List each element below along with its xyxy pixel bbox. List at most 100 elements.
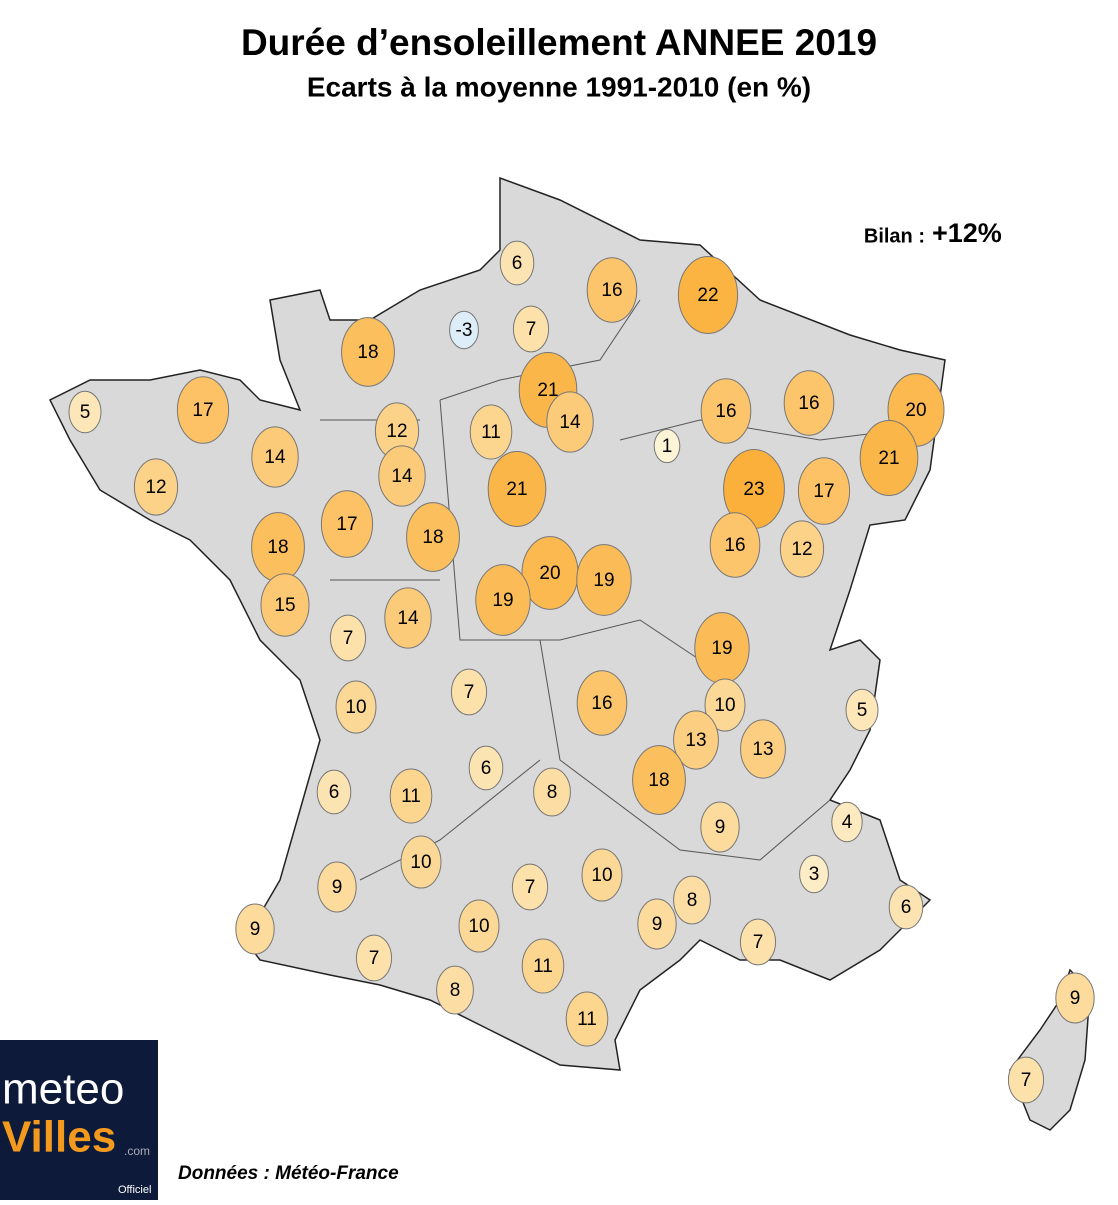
station-bubble bbox=[783, 370, 835, 436]
station-bubble bbox=[384, 587, 432, 649]
station-value: 12 bbox=[386, 421, 407, 442]
station-value: 18 bbox=[357, 342, 378, 363]
station-bubble bbox=[888, 884, 924, 930]
station-value: 9 bbox=[715, 817, 726, 838]
station-value: 10 bbox=[410, 852, 431, 873]
station-bubble bbox=[400, 835, 442, 889]
station-value: 13 bbox=[685, 730, 706, 751]
station-bubble bbox=[260, 573, 310, 637]
station-value: 21 bbox=[537, 380, 558, 401]
station-value: 9 bbox=[652, 914, 663, 935]
station-bubble bbox=[469, 404, 513, 460]
logo-part1: meteo bbox=[2, 1065, 124, 1114]
station-bubble bbox=[739, 918, 777, 966]
station-bubble bbox=[458, 899, 500, 953]
station-bubble bbox=[576, 544, 632, 616]
station-bubble bbox=[133, 458, 179, 516]
station-bubble bbox=[468, 745, 504, 791]
logo-suffix: .com bbox=[124, 1144, 150, 1158]
station-value: 16 bbox=[724, 535, 745, 556]
station-bubble bbox=[355, 934, 393, 982]
station-bubble bbox=[586, 257, 638, 323]
subtitle: Ecarts à la moyenne 1991-2010 (en %) bbox=[307, 71, 811, 102]
station-bubble bbox=[845, 688, 879, 732]
station-value: 7 bbox=[753, 932, 764, 953]
station-bubble bbox=[1007, 1056, 1045, 1104]
station-value: 15 bbox=[274, 595, 295, 616]
station-value: 4 bbox=[842, 812, 853, 833]
station-value: 6 bbox=[329, 782, 340, 803]
station-bubble bbox=[576, 670, 628, 736]
station-value: 8 bbox=[687, 890, 698, 911]
station-bubble bbox=[533, 767, 571, 817]
logo-box bbox=[0, 1040, 158, 1200]
station-value: 6 bbox=[901, 897, 912, 918]
station-value: -3 bbox=[456, 320, 473, 341]
station-value: 7 bbox=[464, 682, 475, 703]
station-bubble bbox=[389, 768, 433, 824]
station-bubble bbox=[779, 520, 825, 578]
summary-value: +12% bbox=[932, 218, 1002, 248]
station-value: 18 bbox=[422, 527, 443, 548]
station-bubble bbox=[799, 854, 829, 894]
station-bubble bbox=[704, 678, 746, 732]
station-bubble bbox=[436, 965, 474, 1015]
station-bubble bbox=[329, 614, 367, 662]
station-bubble bbox=[317, 861, 357, 913]
station-value: 16 bbox=[798, 393, 819, 414]
station-bubble bbox=[378, 445, 426, 507]
station-bubble bbox=[499, 240, 535, 286]
station-bubble bbox=[637, 898, 677, 950]
station-bubble bbox=[406, 502, 460, 572]
station-bubble bbox=[673, 875, 711, 925]
station-bubble bbox=[565, 991, 609, 1047]
station-value: 13 bbox=[752, 739, 773, 760]
station-bubble bbox=[700, 801, 740, 853]
station-value: 11 bbox=[533, 956, 553, 977]
station-value: 5 bbox=[80, 402, 91, 423]
station-bubble bbox=[68, 390, 102, 434]
station-bubble bbox=[581, 848, 623, 902]
station-bubble bbox=[831, 801, 863, 843]
station-bubble bbox=[320, 490, 374, 558]
station-value: 6 bbox=[512, 253, 523, 274]
station-value: 1 bbox=[662, 436, 673, 457]
station-bubble bbox=[700, 378, 752, 444]
station-value: 20 bbox=[905, 400, 926, 421]
station-bubble bbox=[341, 317, 395, 387]
station-value: 16 bbox=[715, 401, 736, 422]
station-bubble bbox=[251, 426, 299, 488]
station-value: 9 bbox=[332, 877, 343, 898]
station-value: 16 bbox=[591, 693, 612, 714]
station-value: 17 bbox=[192, 400, 213, 421]
station-value: 21 bbox=[878, 448, 899, 469]
station-value: 19 bbox=[711, 638, 732, 659]
station-bubble bbox=[335, 680, 377, 734]
source: Données : Météo-France bbox=[178, 1163, 399, 1184]
station-value: 10 bbox=[714, 695, 735, 716]
station-bubble bbox=[709, 512, 761, 578]
station-value: 11 bbox=[481, 422, 501, 443]
station-value: 23 bbox=[743, 479, 764, 500]
station-bubble bbox=[546, 391, 594, 453]
station-value: 7 bbox=[525, 877, 536, 898]
station-value: 20 bbox=[539, 563, 560, 584]
station-value: 10 bbox=[468, 916, 489, 937]
summary-label: Bilan : bbox=[864, 225, 925, 247]
station-bubble bbox=[316, 769, 352, 815]
station-value: 18 bbox=[648, 770, 669, 791]
station-bubble bbox=[449, 310, 479, 350]
station-value: 19 bbox=[492, 590, 513, 611]
station-value: 17 bbox=[813, 481, 834, 502]
logo-tag: Officiel bbox=[118, 1184, 151, 1196]
station-value: 14 bbox=[391, 466, 413, 487]
station-bubble bbox=[632, 745, 686, 815]
station-value: 14 bbox=[397, 608, 419, 629]
station-bubble bbox=[1055, 972, 1095, 1024]
station-value: 22 bbox=[697, 285, 718, 306]
station-value: 8 bbox=[450, 980, 461, 1001]
station-value: 9 bbox=[250, 919, 261, 940]
logo-part2: Villes bbox=[2, 1113, 116, 1162]
station-value: 5 bbox=[857, 700, 868, 721]
